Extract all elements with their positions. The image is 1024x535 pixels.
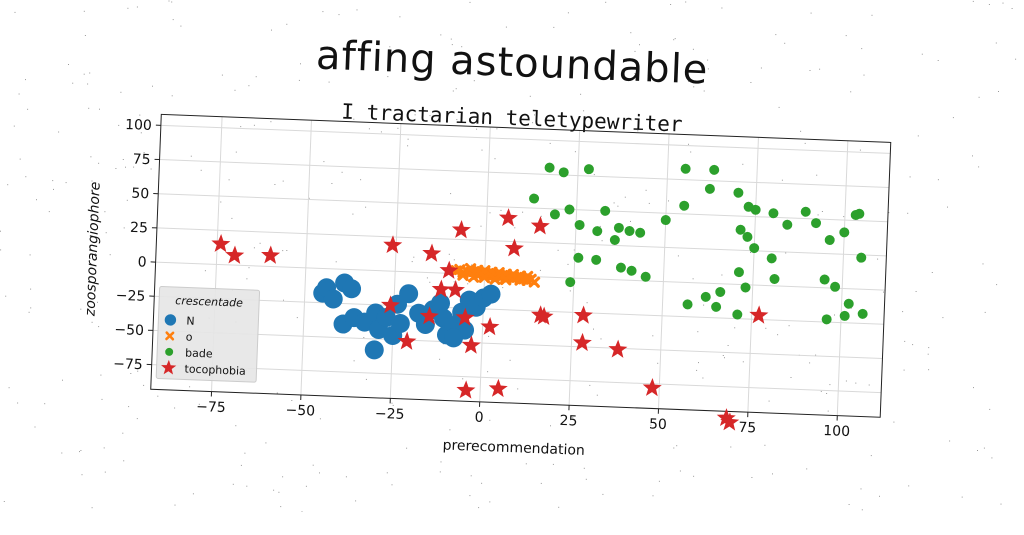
data-point — [705, 184, 715, 194]
data-point — [591, 255, 601, 265]
data-point — [573, 305, 593, 324]
series-bade — [525, 158, 873, 326]
x-axis-label: prerecommendation — [442, 437, 585, 458]
x-tick-label: 25 — [559, 413, 577, 430]
legend-title: crescentade — [175, 294, 243, 310]
x-gridline — [569, 130, 580, 405]
y-tick-label: −75 — [113, 356, 143, 373]
y-tick-label: −50 — [114, 322, 144, 339]
x-tick-label: 50 — [649, 416, 667, 433]
y-tick-label: 0 — [137, 254, 147, 270]
data-point — [530, 216, 550, 235]
y-gridline — [152, 365, 881, 393]
data-point — [680, 164, 690, 174]
data-point — [839, 227, 849, 237]
x-tick-label: 100 — [823, 423, 850, 440]
series-o — [452, 264, 539, 286]
data-point — [614, 223, 624, 233]
data-point — [740, 282, 750, 292]
y-tick-label: 50 — [131, 186, 149, 203]
data-point — [364, 340, 384, 360]
x-gridline — [480, 127, 491, 402]
data-point — [422, 243, 442, 262]
data-point — [749, 243, 759, 253]
data-point — [635, 228, 645, 238]
data-point — [488, 378, 508, 397]
y-tick-label: −25 — [115, 288, 145, 305]
data-point — [844, 299, 854, 309]
data-point — [225, 245, 245, 264]
data-point — [734, 267, 744, 277]
y-tick-label: 75 — [132, 152, 150, 169]
data-point — [825, 235, 835, 245]
x-gridline — [301, 120, 312, 395]
y-gridline — [153, 330, 882, 358]
data-point — [709, 165, 719, 175]
y-gridline — [154, 296, 883, 324]
data-point — [682, 299, 692, 309]
x-tick-label: 75 — [738, 420, 756, 437]
data-point — [498, 208, 518, 227]
data-point — [600, 206, 610, 216]
legend-label: o — [186, 331, 193, 344]
y-axis-label: zoosporangiophore — [82, 181, 103, 317]
data-point — [769, 274, 779, 284]
data-point — [733, 188, 743, 198]
data-point — [584, 164, 594, 174]
y-gridline — [161, 125, 890, 153]
x-gridline — [390, 124, 401, 399]
data-point — [711, 302, 721, 312]
series-tocophobia — [205, 197, 772, 432]
data-point — [830, 282, 840, 292]
data-point — [211, 234, 231, 253]
y-gridline — [160, 160, 889, 188]
data-point — [701, 292, 711, 302]
data-point — [529, 193, 539, 203]
y-gridline — [157, 228, 886, 256]
x-tick-label: 0 — [474, 410, 484, 426]
data-point — [801, 207, 811, 217]
data-point — [564, 204, 574, 214]
y-gridline — [158, 194, 887, 222]
x-tick-label: −25 — [375, 406, 405, 423]
data-point — [661, 215, 671, 225]
data-point — [626, 266, 636, 276]
y-tick-label: 100 — [125, 117, 152, 134]
data-point — [679, 201, 689, 211]
x-gridline — [837, 141, 848, 416]
data-point — [439, 260, 459, 279]
data-point — [608, 339, 628, 358]
data-point — [559, 167, 569, 177]
legend-label: bade — [185, 347, 213, 361]
legend-label: tocophobia — [184, 362, 246, 377]
y-tick-label: 25 — [130, 220, 148, 237]
data-point — [451, 220, 471, 239]
x-gridline — [658, 134, 669, 409]
data-point — [544, 162, 554, 172]
data-point — [624, 226, 634, 236]
data-point — [572, 332, 592, 351]
x-tick-label: −75 — [196, 399, 226, 416]
data-point — [261, 245, 281, 264]
data-point — [856, 252, 866, 262]
data-point — [610, 235, 620, 245]
x-gridline — [748, 137, 759, 412]
data-point — [456, 380, 476, 399]
data-point — [857, 309, 867, 319]
data-point — [550, 209, 560, 219]
data-point — [715, 287, 725, 297]
data-point — [616, 262, 626, 272]
data-point — [767, 253, 777, 263]
x-tick-label: −50 — [285, 402, 315, 419]
data-point — [821, 314, 831, 324]
data-point — [592, 226, 602, 236]
grid — [151, 114, 891, 417]
data-point — [782, 220, 792, 230]
legend-label: N — [186, 315, 195, 328]
data-point — [819, 274, 829, 284]
